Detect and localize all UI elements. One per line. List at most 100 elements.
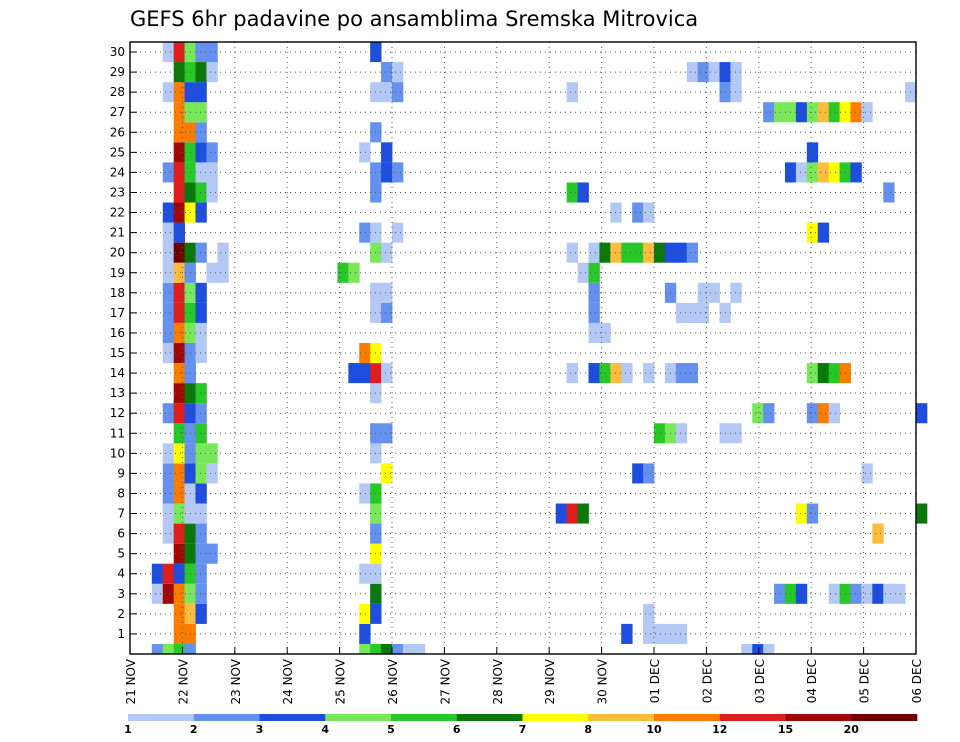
- heatmap-cell: [730, 282, 742, 303]
- heatmap-cell: [795, 162, 808, 183]
- heatmap-cell: [632, 242, 644, 263]
- heatmap-cell: [806, 102, 819, 123]
- heatmap-cell: [206, 443, 218, 464]
- heatmap-cell: [817, 102, 830, 123]
- plot-frame: [129, 41, 917, 655]
- heatmap-cell: [162, 563, 175, 584]
- heatmap-cell: [173, 423, 185, 444]
- heatmap-cell: [173, 603, 185, 624]
- heatmap-cell: [566, 82, 578, 103]
- heatmap-cell: [381, 82, 393, 103]
- y-tick-label: 16: [110, 326, 125, 340]
- heatmap-cell: [206, 162, 218, 183]
- heatmap-cell: [916, 503, 928, 524]
- heatmap-cell: [402, 643, 415, 654]
- heatmap-cell: [359, 563, 371, 584]
- y-tick-label: 5: [117, 547, 125, 561]
- x-tick-label: 05 DEC: [858, 659, 872, 703]
- heatmap-cell: [195, 603, 207, 624]
- y-tick-label: 15: [110, 346, 125, 360]
- heatmap-cell: [817, 162, 830, 183]
- heatmap-cell: [162, 403, 175, 424]
- heatmap-cell: [752, 403, 764, 424]
- heatmap-cell: [195, 503, 207, 524]
- heatmap-cell: [195, 282, 207, 303]
- heatmap-cell: [621, 242, 633, 263]
- y-tick-label: 30: [110, 45, 125, 59]
- grid-lines: [130, 42, 916, 654]
- heatmap-cell: [730, 423, 742, 444]
- heatmap-cell: [555, 503, 568, 524]
- heatmap-cell: [162, 342, 175, 364]
- heatmap-cell: [381, 162, 393, 183]
- heatmap-cell: [162, 443, 175, 464]
- y-tick-label: 2: [117, 607, 125, 621]
- heatmap-cell: [654, 242, 666, 263]
- heatmap-cell: [173, 282, 185, 303]
- y-tick-label: 23: [110, 185, 125, 199]
- heatmap-cell: [381, 142, 393, 163]
- heatmap-cell: [173, 62, 185, 83]
- heatmap-cell: [643, 623, 655, 644]
- heatmap-cell: [566, 182, 578, 203]
- heatmap-cell: [162, 583, 175, 604]
- heatmap-cell: [173, 342, 185, 364]
- heatmap-cell: [806, 363, 819, 384]
- heatmap-cell: [348, 363, 360, 384]
- heatmap-cell: [654, 423, 666, 444]
- heatmap-cell: [162, 322, 175, 343]
- heatmap-cell: [151, 643, 164, 654]
- heatmap-cell: [392, 62, 404, 83]
- heatmap-cell: [195, 302, 207, 323]
- heatmap-cell: [162, 202, 175, 223]
- x-tick-label: 26 NOV: [386, 658, 400, 704]
- heatmap-cell: [686, 363, 699, 384]
- heatmap-cell: [195, 583, 207, 604]
- heatmap-cell: [763, 643, 775, 654]
- colorbar-label: 5: [387, 723, 395, 736]
- heatmap-cell: [206, 142, 218, 163]
- heatmap-cell: [752, 643, 764, 654]
- heatmap-cell: [359, 603, 371, 624]
- heatmap-cell: [381, 242, 393, 263]
- heatmap-cell: [173, 403, 185, 424]
- x-tick-label: 30 NOV: [596, 658, 610, 704]
- colorbar-label: 1: [124, 723, 132, 736]
- heatmap-cell: [621, 623, 633, 644]
- heatmap-cell: [916, 403, 928, 424]
- heatmap-cell: [162, 42, 175, 63]
- heatmap-cell: [381, 423, 393, 444]
- heatmap-cell: [817, 363, 830, 384]
- heatmap-cell: [206, 62, 218, 83]
- heatmap-cell: [173, 363, 185, 384]
- x-tick-label: 24 NOV: [281, 658, 295, 704]
- y-tick-label: 4: [117, 567, 125, 581]
- heatmap-cell: [861, 583, 873, 604]
- y-tick-label: 19: [110, 266, 125, 280]
- heatmap-cell: [588, 262, 600, 283]
- heatmap-cell: [566, 503, 578, 524]
- y-tick-label: 22: [110, 206, 125, 220]
- colorbar-swatch: [719, 714, 786, 721]
- heatmap-cell: [173, 162, 185, 183]
- colorbar-swatch: [391, 714, 458, 721]
- colorbar-label: 8: [584, 723, 592, 736]
- heatmap-cell: [195, 443, 207, 464]
- heatmap-cell: [675, 363, 688, 384]
- y-tick-label: 12: [110, 406, 125, 420]
- heatmap-cell: [195, 82, 207, 103]
- x-axis: 21 NOV 22 NOV 23 NOV 24 NOV 25 NOV 26 NOV 27 N…: [124, 647, 924, 705]
- heatmap-cell: [173, 202, 185, 223]
- heatmap-cell: [162, 643, 175, 654]
- heatmap-cell: [588, 322, 600, 343]
- heatmap-cell: [850, 583, 862, 604]
- heatmap-cell: [828, 403, 840, 424]
- heatmap-cell: [173, 262, 185, 283]
- heatmap-cell: [795, 583, 808, 604]
- heatmap-cell: [173, 302, 185, 323]
- heatmap-cell: [173, 563, 185, 584]
- heatmap-cell: [195, 242, 207, 263]
- heatmap-cell: [632, 463, 644, 484]
- heatmap-cell: [162, 222, 175, 243]
- y-tick-label: 24: [110, 165, 125, 179]
